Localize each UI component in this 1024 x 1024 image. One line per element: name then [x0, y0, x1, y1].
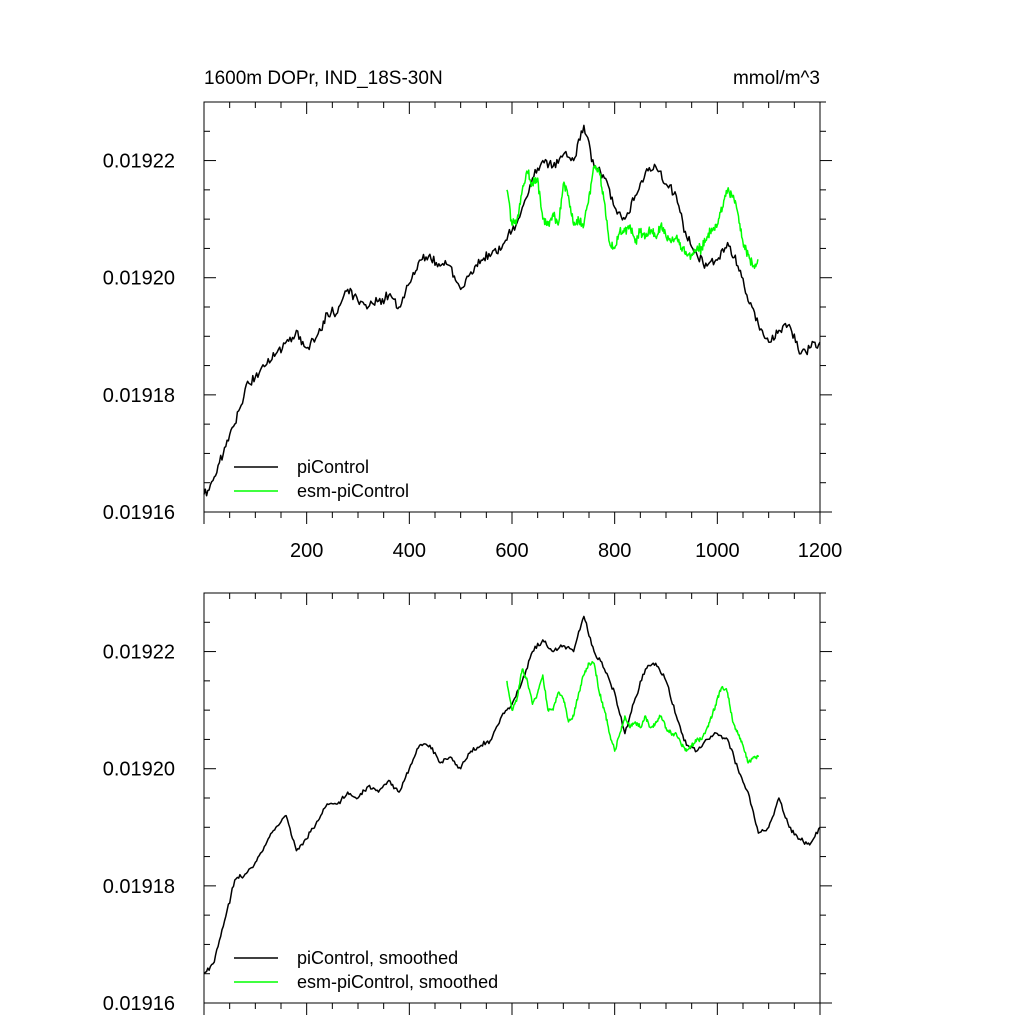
legend-label-picontrol-smoothed: piControl, smoothed — [297, 948, 458, 968]
y-tick-label: 0.01916 — [103, 993, 175, 1015]
x-tick-labels: 200 400 600 800 1000 1200 — [290, 540, 842, 562]
y-tick-label: 0.01920 — [103, 268, 175, 290]
bottom-panel: 0.01916 0.01918 0.01920 0.01922 piControl, … — [103, 592, 832, 1015]
plot-frame — [203, 592, 821, 1004]
series-lines — [203, 615, 821, 975]
y-tick-label: 0.01922 — [103, 151, 175, 173]
series-line-0 — [203, 124, 821, 497]
chart-title: 1600m DOPr, IND_18S-30N — [204, 68, 443, 89]
units-label: mmol/m^3 — [733, 68, 820, 89]
plot-frame — [203, 101, 821, 513]
x-tick-label: 800 — [598, 540, 631, 562]
x-tick-label: 1000 — [695, 540, 740, 562]
series-line-1 — [506, 660, 760, 764]
legend-label-esm-picontrol: esm-piControl — [297, 481, 409, 501]
y-tick-labels: 0.01916 0.01918 0.01920 0.01922 — [103, 151, 175, 524]
legend: piControl esm-piControl — [234, 457, 409, 501]
x-tick-label: 400 — [393, 540, 426, 562]
series-lines — [203, 124, 821, 497]
y-tick-label: 0.01920 — [103, 759, 175, 781]
y-tick-label: 0.01916 — [103, 502, 175, 524]
tick-marks — [203, 101, 832, 524]
top-panel: 1600m DOPr, IND_18S-30N mmol/m^3 200 400 6… — [103, 68, 843, 562]
series-line-0 — [203, 615, 821, 975]
y-tick-labels: 0.01916 0.01918 0.01920 0.01922 — [103, 642, 175, 1015]
y-tick-label: 0.01918 — [103, 876, 175, 898]
x-tick-label: 1200 — [798, 540, 843, 562]
legend-label-esm-picontrol-smoothed: esm-piControl, smoothed — [297, 972, 498, 992]
y-tick-label: 0.01918 — [103, 385, 175, 407]
x-tick-label: 200 — [290, 540, 323, 562]
legend-label-picontrol: piControl — [297, 457, 369, 477]
y-tick-label: 0.01922 — [103, 642, 175, 664]
x-tick-label: 600 — [495, 540, 528, 562]
legend: piControl, smoothed esm-piControl, smoot… — [234, 948, 498, 992]
series-line-1 — [506, 164, 759, 270]
